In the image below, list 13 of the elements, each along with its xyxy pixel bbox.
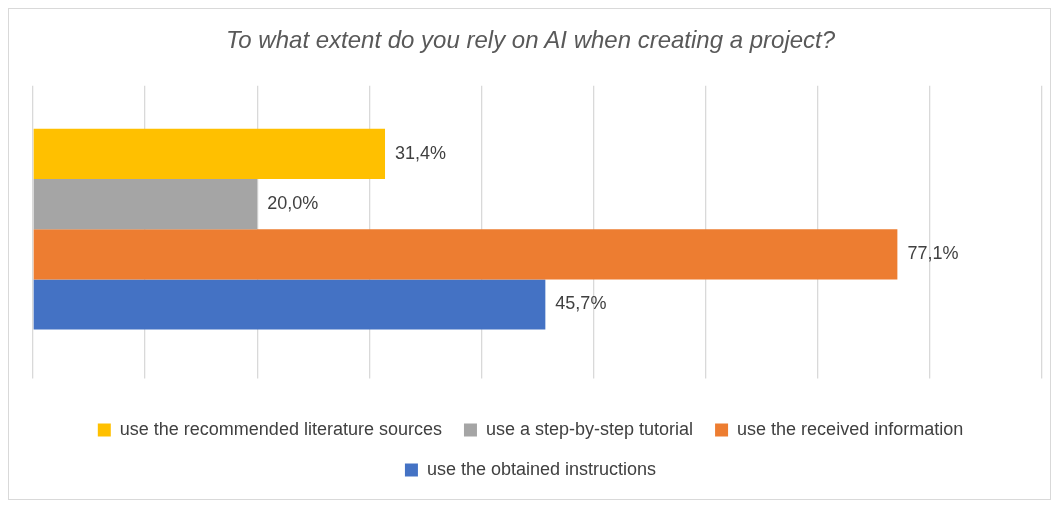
legend-label: use the received information (737, 418, 964, 439)
bar (33, 179, 258, 230)
bar (33, 279, 546, 330)
data-label: 45,7% (555, 293, 607, 314)
data-label: 77,1% (907, 243, 959, 264)
legend-label: use the recommended literature sources (119, 418, 442, 439)
chart-title: To what extent do you rely on AI when creating a project? (225, 26, 836, 54)
legend-label: use the obtained instructions (426, 458, 657, 479)
bar (33, 128, 386, 180)
data-label: 31,4% (395, 142, 447, 163)
data-label: 20,0% (267, 193, 319, 214)
bar (33, 229, 898, 280)
legend-label: use a step-by-step tutorial (485, 418, 694, 439)
